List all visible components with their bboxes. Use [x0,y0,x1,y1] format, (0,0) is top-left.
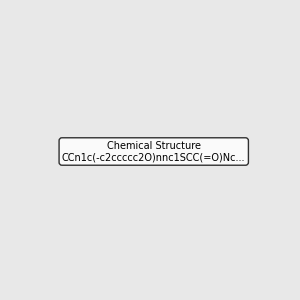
Text: Chemical Structure
CCn1c(-c2ccccc2O)nnc1SCC(=O)Nc...: Chemical Structure CCn1c(-c2ccccc2O)nnc1… [62,141,245,162]
